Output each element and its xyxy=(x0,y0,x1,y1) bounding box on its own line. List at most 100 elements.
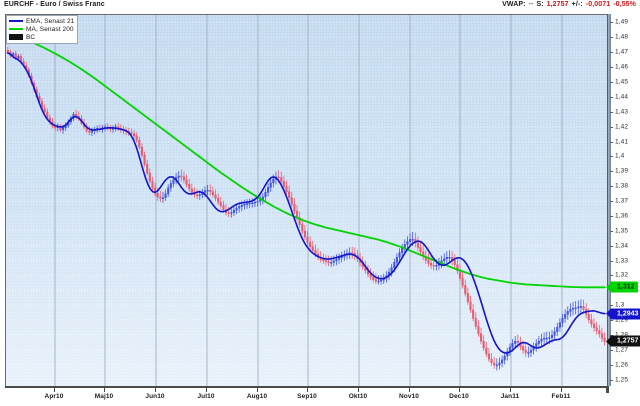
price-axis-label: 1,42 xyxy=(615,123,629,131)
price-axis[interactable]: 1,49 1,48 1,47 1,46 1,45 1,44 1,43 1,42 1,41 1,4 1… xyxy=(605,14,640,387)
chart-header: EURCHF - Euro / Swiss Franc VWAP: -- S: 1,2… xyxy=(0,0,640,13)
quote-strip: VWAP: -- S: 1,2757 +/-: -0,0071 -0,55% xyxy=(502,1,636,8)
price-axis-label: 1,28 xyxy=(615,331,628,338)
price-axis-label: 1,36 xyxy=(615,212,629,220)
price-axis-label: 1,44 xyxy=(615,93,629,101)
price-badge-last[interactable]: 1,2757 xyxy=(605,335,640,347)
time-axis-label: Okt10 xyxy=(348,393,368,400)
price-axis-tick xyxy=(610,126,613,128)
price-badge-ema21[interactable]: 1,2943 xyxy=(605,308,640,320)
time-axis-label: Jul10 xyxy=(197,393,215,400)
time-axis-label: Aug10 xyxy=(246,393,268,400)
time-axis-tick xyxy=(155,388,156,392)
legend-item-ma[interactable]: MA, Senast 200 xyxy=(9,25,74,33)
legend-item-ema[interactable]: EMA, Senast 21 xyxy=(9,17,74,25)
price-axis-tick xyxy=(610,275,613,277)
price-axis-label: 1,37 xyxy=(615,197,629,205)
price-axis-tick xyxy=(610,364,613,366)
price-axis-tick xyxy=(610,305,613,307)
time-axis-label: Feb11 xyxy=(551,393,571,400)
time-axis-tick xyxy=(358,388,359,392)
price-axis-tick xyxy=(610,111,613,113)
legend-swatch-bc-icon xyxy=(9,34,23,40)
price-axis-tick xyxy=(610,379,613,381)
change-value: -0,0071 xyxy=(585,1,611,8)
time-axis-label: Maj10 xyxy=(94,393,114,400)
legend-swatch-ema-icon xyxy=(9,17,23,25)
vwap-value: -- xyxy=(528,1,534,8)
time-axis-tick xyxy=(409,388,410,392)
price-axis-tick xyxy=(610,67,613,69)
price-axis-tick xyxy=(610,334,613,336)
price-axis-label: 1,49 xyxy=(615,18,629,26)
price-axis-label: 1,35 xyxy=(615,227,629,235)
price-axis-tick xyxy=(610,215,613,217)
price-axis-tick xyxy=(610,82,613,83)
chart-legend[interactable]: EMA, Senast 21 MA, Senast 200 BC xyxy=(6,15,79,44)
price-axis-tick xyxy=(610,37,613,39)
price-axis-label: 1,3 xyxy=(615,301,625,309)
price-axis-tick xyxy=(610,141,613,143)
legend-swatch-ma-icon xyxy=(9,25,23,33)
price-axis-label: 1,26 xyxy=(615,361,629,369)
vwap-label: VWAP: xyxy=(502,1,526,8)
time-axis-tick xyxy=(307,388,308,392)
price-axis-tick xyxy=(610,245,613,247)
legend-label: MA, Senast 200 xyxy=(26,25,74,33)
time-axis[interactable]: Apr10 Maj10 Jun10 Jul10 Aug10 Sep10 Okt10 Nov10… xyxy=(5,386,640,406)
price-axis-tick xyxy=(610,349,613,351)
page-title: EURCHF - Euro / Swiss Franc xyxy=(4,1,105,8)
time-axis-tick xyxy=(54,388,55,392)
time-axis-label: Sep10 xyxy=(297,393,317,400)
time-axis-label: Jun10 xyxy=(145,393,165,400)
time-axis-tick xyxy=(459,388,460,392)
price-axis-label: 1,25 xyxy=(615,376,629,384)
price-axis-label: 1,32 xyxy=(615,271,629,279)
price-axis-label: 1,41 xyxy=(615,138,629,145)
price-axis-label: 1,33 xyxy=(615,257,629,264)
time-axis-tick xyxy=(206,388,207,392)
last-value: 1,2757 xyxy=(546,1,569,8)
price-axis-tick xyxy=(610,22,613,24)
time-axis-tick xyxy=(561,388,562,392)
price-axis-tick xyxy=(610,260,613,262)
price-axis-label: 1,4 xyxy=(615,152,625,160)
price-axis-tick xyxy=(610,201,613,202)
price-axis-tick xyxy=(610,230,613,232)
price-axis-label: 1,48 xyxy=(615,33,629,41)
price-axis-label: 1,47 xyxy=(615,48,629,56)
chart-series xyxy=(6,32,606,371)
legend-item-bc[interactable]: BC xyxy=(9,33,74,41)
price-axis-label: 1,43 xyxy=(615,108,629,116)
price-axis-rail xyxy=(607,14,611,386)
legend-label: EMA, Senast 21 xyxy=(26,17,75,25)
time-axis-tick xyxy=(104,388,105,392)
price-axis-label: 1,45 xyxy=(615,78,629,86)
price-badge-ma200[interactable]: 1,312 xyxy=(606,281,638,293)
price-axis-label: 1,39 xyxy=(615,167,629,175)
time-axis-tick xyxy=(510,388,511,392)
price-axis-label: 1,34 xyxy=(615,242,629,250)
price-axis-label: 1,38 xyxy=(615,182,629,190)
time-axis-label: Dec10 xyxy=(449,393,469,400)
price-axis-tick xyxy=(610,171,613,173)
time-axis-endcap xyxy=(606,386,609,393)
chart-plot-area[interactable] xyxy=(5,14,607,386)
price-axis-tick xyxy=(610,96,613,98)
price-axis-tick xyxy=(610,320,613,321)
price-axis-tick xyxy=(610,186,613,188)
last-label: S: xyxy=(536,1,544,8)
time-axis-label: Nov10 xyxy=(398,393,420,400)
price-axis-tick xyxy=(610,156,613,158)
price-axis-tick xyxy=(610,52,613,54)
change-percent: -0,55% xyxy=(613,1,636,8)
price-axis-label: 1,27 xyxy=(615,346,629,354)
price-axis-label: 1,46 xyxy=(615,63,629,71)
change-label: +/-: xyxy=(571,1,583,8)
time-axis-label: Apr10 xyxy=(44,393,64,400)
price-axis-label: 1,29 xyxy=(615,316,629,324)
legend-label: BC xyxy=(26,33,36,41)
time-axis-label: Jan11 xyxy=(500,393,520,400)
chart-gridlines xyxy=(6,15,607,386)
